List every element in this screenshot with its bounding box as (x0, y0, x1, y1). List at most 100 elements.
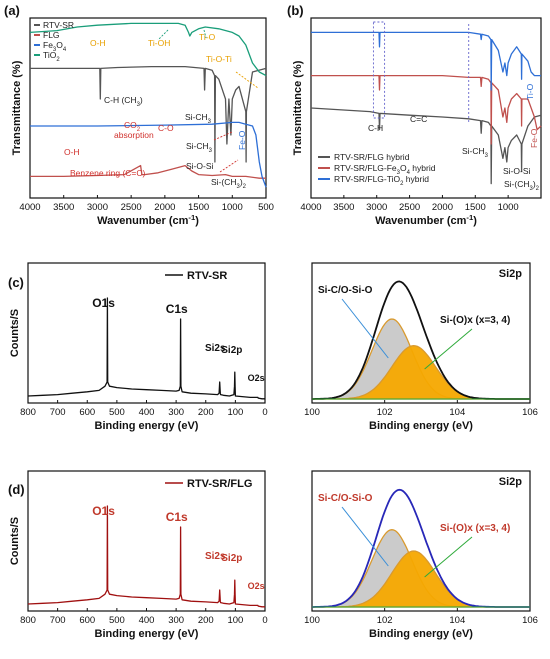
fit-label: Si-C/O-Si-O (318, 285, 373, 296)
x-tick-label: 104 (449, 615, 465, 626)
x-tick-label: 800 (20, 615, 36, 626)
x-tick-label: 300 (168, 407, 184, 418)
panel-b-annotation: Si-CH3 (462, 146, 489, 159)
legend-label: RTV-SR (43, 20, 74, 30)
panel-a-annotation: Fe-O (237, 130, 247, 150)
panel-c-right-frame (311, 262, 531, 404)
panel-a-annotation: absorption (114, 130, 154, 140)
panel-a-frame (29, 17, 267, 199)
legend-label: FLG (43, 30, 60, 40)
panel-a-label: (a) (4, 3, 20, 18)
panel-a-series-1 (30, 164, 266, 179)
panel-b-series-2 (311, 31, 541, 91)
panel-a-annotation: Si-CH3 (185, 112, 212, 125)
x-tick-label: 100 (227, 407, 243, 418)
panel-d-right-title: Si2p (499, 476, 523, 488)
panel-b-series-0 (310, 107, 542, 185)
x-tick-label: 102 (377, 615, 393, 626)
panel-b-ylabel: Transmittance (%) (292, 60, 304, 155)
legend-label: RTV-SR/FLG hybrid (334, 152, 410, 162)
panel-a-series-2 (30, 121, 267, 188)
x-tick-label: 100 (304, 615, 320, 626)
x-tick-label: 2000 (432, 202, 453, 213)
x-tick-label: 800 (20, 407, 36, 418)
panel-a-annotation: Ti-O-Ti (206, 54, 232, 64)
panel-a-annotation: CO2 (124, 120, 140, 133)
panel-c-right-title: Si2p (499, 268, 523, 280)
panel-a-annotation: Si-O-Si (186, 161, 214, 171)
panel-b-annotation: Fe-O (529, 128, 539, 148)
annotation-arrow (235, 71, 259, 89)
x-tick-label: 4000 (19, 202, 40, 213)
peak-label: O2s (248, 373, 265, 383)
x-tick-label: 600 (79, 615, 95, 626)
legend-label: RTV-SR (187, 270, 227, 282)
annotation-arrow (219, 159, 239, 173)
panel-a-series-0 (30, 65, 267, 163)
panel-c-xlabel: Binding energy (eV) (95, 420, 199, 432)
peak-label: O2s (248, 581, 265, 591)
annotation-arrow (157, 29, 169, 41)
peak-label: Si2s (205, 551, 226, 562)
legend-label: Fe3O4 (43, 40, 67, 53)
panel-a-annotation: Si-(CH3)2 (211, 177, 246, 190)
x-tick-label: 4000 (300, 202, 321, 213)
x-tick-label: 500 (109, 407, 125, 418)
x-tick-label: 100 (227, 615, 243, 626)
peak-label: C1s (166, 510, 188, 524)
x-tick-label: 500 (258, 202, 274, 213)
x-tick-label: 500 (109, 615, 125, 626)
x-tick-label: 200 (198, 615, 214, 626)
panel-d-right-xlabel: Binding energy (eV) (369, 628, 473, 640)
panel-a-annotation: O-H (90, 38, 106, 48)
fit-arrow (424, 328, 473, 370)
panel-c-frame (27, 262, 266, 404)
panel-d-ylabel: Counts/S (9, 517, 21, 565)
panel-d-xlabel: Binding energy (eV) (95, 628, 199, 640)
peak-label: O1s (92, 296, 115, 310)
annotation-arrow (203, 29, 207, 39)
highlight-box (372, 21, 386, 119)
x-tick-label: 1000 (222, 202, 243, 213)
x-tick-label: 700 (50, 407, 66, 418)
x-tick-label: 300 (168, 615, 184, 626)
peak-label: Si2p (221, 345, 242, 356)
x-tick-label: 600 (79, 407, 95, 418)
x-tick-label: 2000 (154, 202, 175, 213)
panel-a-annotation: O-H (64, 147, 80, 157)
fit-component-1 (312, 550, 530, 608)
x-tick-label: 104 (449, 407, 465, 418)
x-tick-label: 106 (522, 615, 538, 626)
x-tick-label: 3500 (333, 202, 354, 213)
peak-label: Si2p (221, 553, 242, 564)
x-tick-label: 400 (139, 407, 155, 418)
fit-label: Si-(O)x (x=3, 4) (440, 315, 510, 326)
fit-component-1 (312, 345, 530, 400)
x-tick-label: 2500 (121, 202, 142, 213)
x-tick-label: 102 (377, 407, 393, 418)
legend-label: RTV-SR/FLG-TiO2 hybrid (334, 174, 429, 187)
panel-c-label: (c) (8, 275, 24, 290)
peak-label: Si2s (205, 343, 226, 354)
panel-c-right-xlabel: Binding energy (eV) (369, 420, 473, 432)
x-tick-label: 1500 (465, 202, 486, 213)
panel-b-annotation: C=C (410, 114, 427, 124)
x-tick-label: 3000 (366, 202, 387, 213)
peak-label: O1s (92, 504, 115, 518)
panel-a-annotation: Ti-OH (148, 38, 170, 48)
panel-b-xlabel: Wavenumber (cm-1) (375, 213, 477, 228)
panel-b-label: (b) (287, 3, 304, 18)
panel-b-annotation: Ti-O (525, 83, 535, 100)
x-tick-label: 3000 (87, 202, 108, 213)
legend-label: RTV-SR/FLG (187, 478, 252, 490)
panel-d-right-frame (311, 470, 531, 612)
panel-b-annotation: Si-(CH3)2 (504, 179, 539, 192)
legend-label: TiO2 (43, 50, 60, 63)
panel-a-xlabel: Wavenumber (cm-1) (97, 213, 199, 228)
panel-c-series (27, 297, 265, 400)
panel-a-annotation: Ti-O (199, 32, 216, 42)
x-tick-label: 100 (304, 407, 320, 418)
panel-a-annotation: C-H (CH3) (104, 95, 143, 108)
panel-d-series (27, 505, 265, 608)
